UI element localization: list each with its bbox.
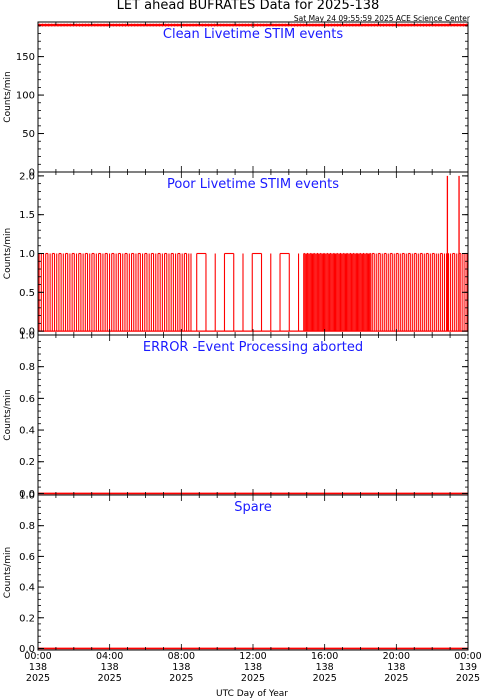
y-tick-label: 1.0 [19,491,35,502]
panel-title: Spare [234,500,272,515]
y-tick-label: 0.2 [19,457,35,468]
y-tick-label: 0 [29,168,35,179]
y-tick-label: 0.6 [19,394,35,405]
x-tick-label: 20:00 138 2025 [383,651,410,684]
panel-frame [37,494,469,651]
x-tick-label: 16:00 138 2025 [311,651,338,684]
panel-title: Poor Livetime STIM events [167,177,339,192]
series-line [38,175,468,332]
panel-3: 0.0 0.2 0.4 0.6 0.8 1.0 ERROR -Event Processin… [3,331,469,500]
y-tick-label: 100 [16,91,35,102]
x-tick-label: 08:00 138 2025 [168,651,195,684]
x-axis: 00:00 138 2025 04:00 138 2025 08:00 138 2025 12:0… [24,651,481,684]
y-tick-label: 0.0 [19,644,35,655]
y-tick-label: 0.8 [19,521,35,532]
y-tick-label: 1.0 [19,249,35,260]
panel-4: 0.0 0.2 0.4 0.6 0.8 1.0 Spare Counts/min [3,491,469,655]
x-tick-label: 00:00 139 2025 [454,651,481,684]
y-tick-label: 0.8 [19,362,35,373]
x-tick-label: 00:00 138 2025 [24,651,51,684]
panel-2: 0.0 0.5 1.0 1.5 2.0 Poor Livetime STIM events… [3,171,469,338]
y-tick-label: 2.0 [19,171,35,182]
x-tick-label: 04:00 138 2025 [96,651,123,684]
y-tick-label: 0.0 [19,327,35,338]
y-axis-label: Counts/min [3,389,13,440]
panel-frame [37,21,469,173]
y-axis-label: Counts/min [3,228,13,279]
y-tick-label: 1.0 [19,331,35,342]
y-axis-label: Counts/min [3,547,13,598]
y-axis-label: Counts/min [3,71,13,122]
chart-title: LET ahead BUFRATES Data for 2025-138 [117,0,380,13]
panel-1: 0 50 100 150 Clean Livetime STIM events Count… [3,21,469,179]
panels: 0 50 100 150 Clean Livetime STIM events Count… [3,21,469,655]
y-tick-label: 0.6 [19,552,35,563]
timestamp: Sat May 24 09:55:59 2025 ACE Science Cen… [294,14,471,23]
panel-title: Clean Livetime STIM events [163,27,343,42]
panel-frame [37,334,469,496]
y-tick-label: 0.0 [19,489,35,500]
y-tick-label: 0.2 [19,613,35,624]
x-axis-label: UTC Day of Year [216,689,288,699]
y-tick-label: 150 [16,52,35,63]
x-tick-label: 12:00 138 2025 [239,651,266,684]
y-tick-label: 0.5 [19,288,35,299]
y-tick-label: 1.5 [19,210,35,221]
y-tick-label: 0.4 [19,426,35,437]
y-tick-label: 0.4 [19,583,35,594]
y-tick-label: 50 [22,129,35,140]
panel-title: ERROR -Event Processing aborted [143,340,363,355]
